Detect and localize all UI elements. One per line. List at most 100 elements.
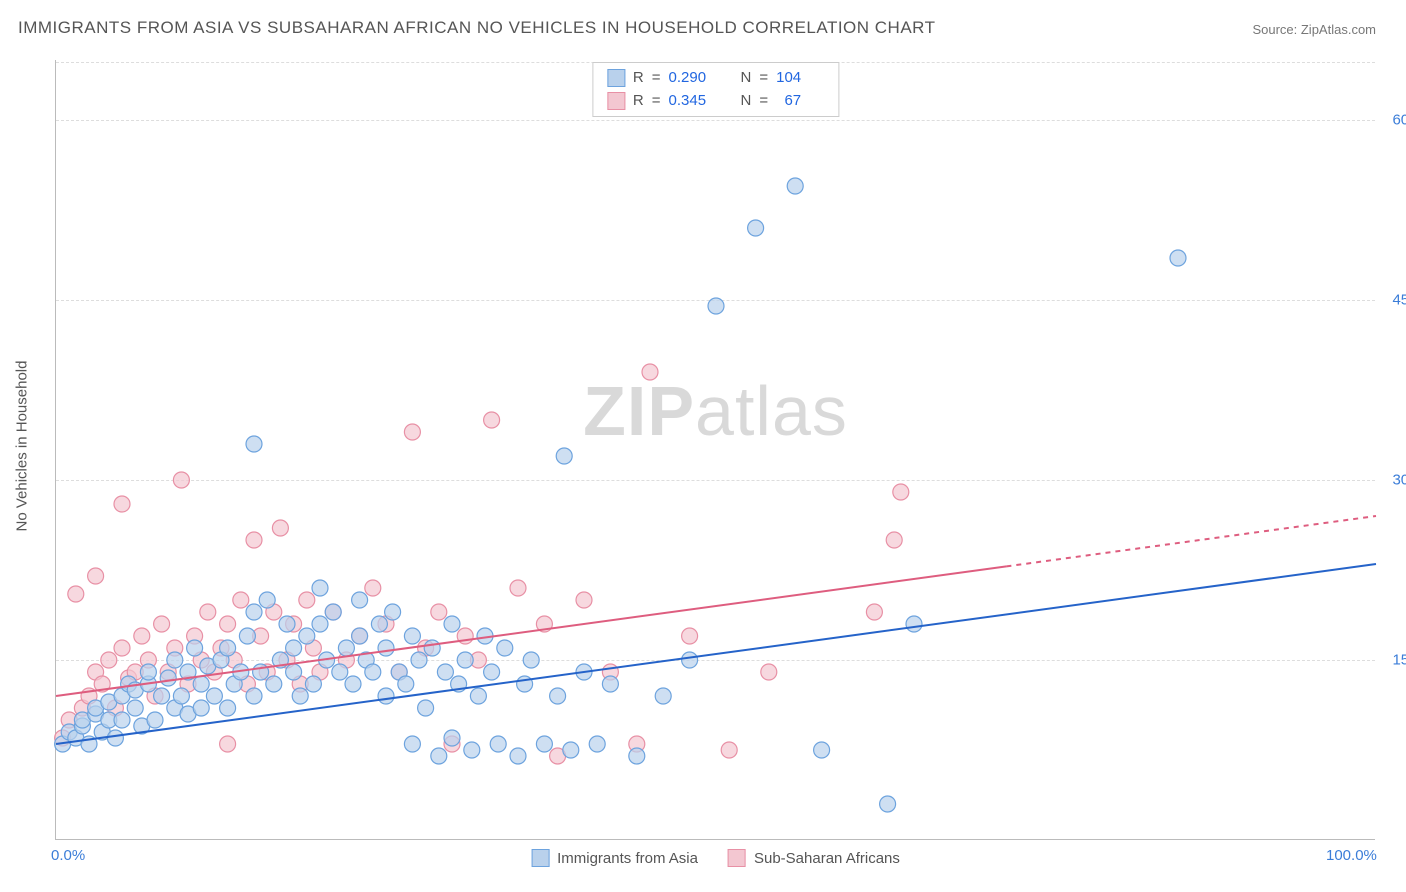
scatter-point: [385, 604, 401, 620]
scatter-point: [299, 592, 315, 608]
scatter-point: [708, 298, 724, 314]
scatter-point: [378, 688, 394, 704]
scatter-point: [444, 730, 460, 746]
scatter-point: [431, 604, 447, 620]
stat-n-label: N: [741, 90, 752, 113]
plot-area: 15.0%30.0%45.0%60.0% ZIPatlas R=0.290N=1…: [55, 60, 1375, 840]
stats-box: R=0.290N=104R=0.345N= 67: [592, 62, 839, 117]
stats-row: R=0.345N= 67: [607, 90, 824, 113]
y-axis-label: No Vehicles in Household: [14, 361, 31, 532]
scatter-point: [88, 568, 104, 584]
scatter-point: [140, 664, 156, 680]
source-label: Source: ZipAtlas.com: [1252, 22, 1376, 37]
scatter-point: [352, 628, 368, 644]
scatter-point: [107, 730, 123, 746]
scatter-point: [220, 616, 236, 632]
scatter-point: [424, 640, 440, 656]
scatter-point: [220, 736, 236, 752]
x-tick-label: 0.0%: [51, 847, 85, 864]
scatter-point: [332, 664, 348, 680]
legend-item: Immigrants from Asia: [531, 849, 698, 867]
stat-r-value: 0.345: [669, 90, 717, 113]
stat-n-label: N: [741, 67, 752, 90]
scatter-point: [589, 736, 605, 752]
scatter-point: [101, 652, 117, 668]
scatter-point: [246, 436, 262, 452]
stat-r-value: 0.290: [669, 67, 717, 90]
scatter-point: [484, 664, 500, 680]
scatter-point: [147, 712, 163, 728]
scatter-point: [305, 676, 321, 692]
scatter-point: [272, 520, 288, 536]
scatter-point: [279, 616, 295, 632]
scatter-point: [193, 676, 209, 692]
scatter-point: [220, 640, 236, 656]
scatter-point: [523, 652, 539, 668]
scatter-point: [464, 742, 480, 758]
scatter-point: [246, 604, 262, 620]
scatter-point: [536, 736, 552, 752]
scatter-point: [404, 736, 420, 752]
scatter-point: [576, 592, 592, 608]
scatter-point: [259, 592, 275, 608]
scatter-point: [127, 700, 143, 716]
scatter-point: [173, 688, 189, 704]
legend-swatch: [728, 849, 746, 867]
scatter-point: [497, 640, 513, 656]
scatter-point: [154, 688, 170, 704]
scatter-point: [682, 628, 698, 644]
legend-label: Immigrants from Asia: [557, 850, 698, 867]
scatter-point: [134, 628, 150, 644]
scatter-point: [444, 616, 460, 632]
scatter-point: [550, 688, 566, 704]
scatter-point: [748, 220, 764, 236]
scatter-point: [893, 484, 909, 500]
scatter-point: [246, 532, 262, 548]
y-tick-label: 45.0%: [1380, 292, 1406, 309]
scatter-point: [490, 736, 506, 752]
scatter-point: [154, 616, 170, 632]
scatter-point: [114, 496, 130, 512]
scatter-point: [411, 652, 427, 668]
scatter-point: [246, 688, 262, 704]
legend-swatch: [607, 92, 625, 110]
legend-label: Sub-Saharan Africans: [754, 850, 900, 867]
scatter-point: [338, 640, 354, 656]
scatter-point: [68, 586, 84, 602]
scatter-point: [721, 742, 737, 758]
scatter-point: [266, 676, 282, 692]
scatter-point: [563, 742, 579, 758]
scatter-point: [114, 640, 130, 656]
scatter-point: [880, 796, 896, 812]
stat-r-label: R: [633, 90, 644, 113]
scatter-point: [418, 700, 434, 716]
scatter-point: [556, 448, 572, 464]
scatter-point: [206, 688, 222, 704]
scatter-point: [233, 592, 249, 608]
scatter-point: [312, 580, 328, 596]
scatter-point: [365, 580, 381, 596]
scatter-point: [642, 364, 658, 380]
scatter-point: [510, 748, 526, 764]
scatter-point: [187, 640, 203, 656]
scatter-point: [1170, 250, 1186, 266]
scatter-point: [655, 688, 671, 704]
scatter-point: [299, 628, 315, 644]
bottom-legend: Immigrants from Asia Sub-Saharan Africans: [531, 849, 900, 867]
y-tick-label: 15.0%: [1380, 652, 1406, 669]
scatter-point: [682, 652, 698, 668]
scatter-point: [602, 676, 618, 692]
scatter-point: [371, 616, 387, 632]
scatter-point: [470, 688, 486, 704]
scatter-point: [286, 640, 302, 656]
scatter-point: [787, 178, 803, 194]
scatter-point: [200, 604, 216, 620]
scatter-point: [292, 688, 308, 704]
scatter-point: [312, 616, 328, 632]
scatter-point: [193, 700, 209, 716]
scatter-point: [866, 604, 882, 620]
chart-title: IMMIGRANTS FROM ASIA VS SUBSAHARAN AFRIC…: [18, 18, 936, 38]
scatter-point: [906, 616, 922, 632]
legend-swatch: [531, 849, 549, 867]
scatter-point: [510, 580, 526, 596]
